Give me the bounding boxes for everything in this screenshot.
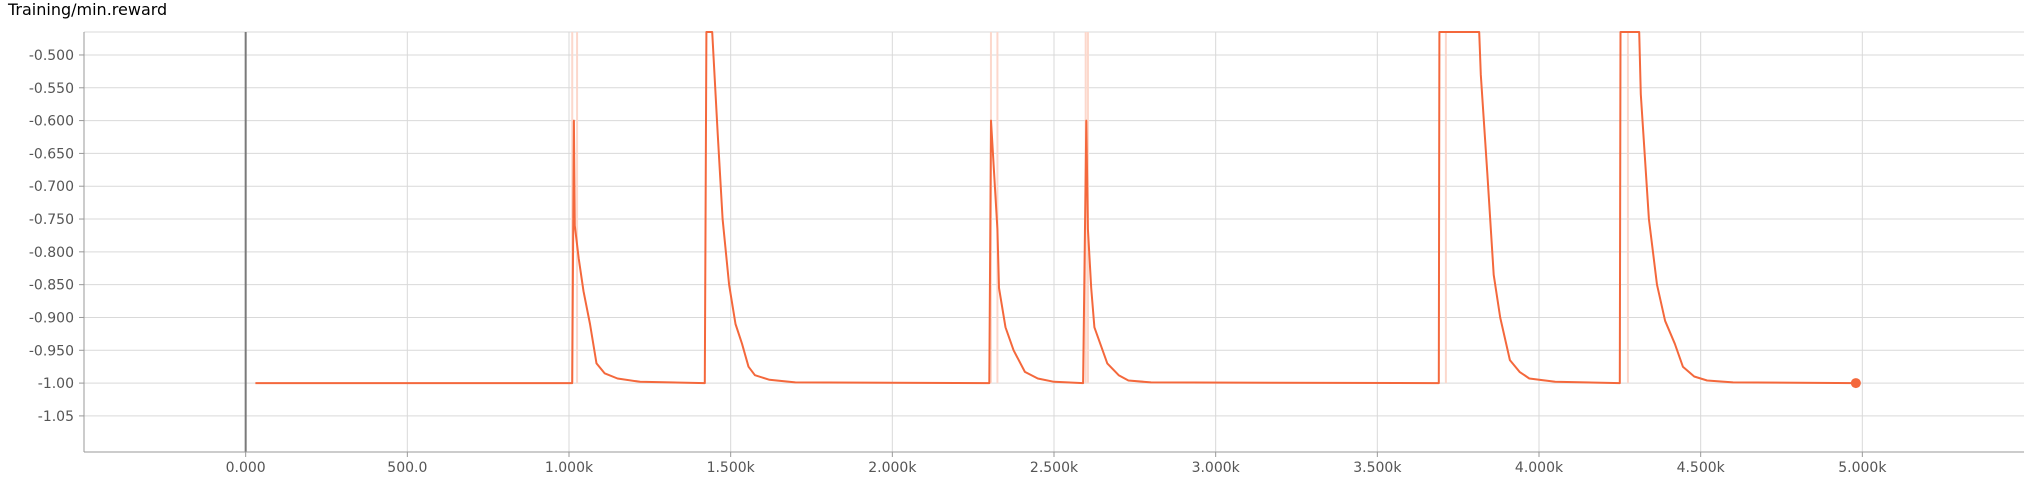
- y-tick-label: -0.850: [29, 278, 74, 294]
- y-tick-label: -0.750: [29, 212, 74, 228]
- y-tick-label: -0.700: [29, 179, 74, 195]
- x-tick-label: 3.500k: [1353, 460, 1402, 476]
- chart-title: Training/min.reward: [8, 0, 168, 19]
- x-tick-label: 2.500k: [1030, 460, 1079, 476]
- y-tick-label: -0.550: [29, 81, 74, 97]
- tick-label-layer: -0.500 -0.550 -0.600 -0.650 -0.700 -0.750 -0.8…: [29, 48, 1887, 476]
- y-tick-label: -0.950: [29, 343, 74, 359]
- y-tick-label: -0.600: [29, 114, 74, 130]
- y-tick-label: -0.900: [29, 310, 74, 326]
- x-tick-label: 3.000k: [1192, 460, 1241, 476]
- x-tick-label: 500.0: [387, 460, 427, 476]
- y-tick-label: -1.05: [38, 409, 74, 425]
- y-tick-label: -1.00: [38, 376, 74, 392]
- axis-layer: [79, 32, 2024, 457]
- y-tick-label: -0.650: [29, 146, 74, 162]
- x-tick-label: 4.500k: [1677, 460, 1726, 476]
- x-tick-label: 1.500k: [707, 460, 756, 476]
- series-line-layer: [255, 31, 1861, 389]
- last-point-marker: [1850, 378, 1861, 389]
- x-tick-label: 4.000k: [1515, 460, 1564, 476]
- y-tick-label: -0.800: [29, 245, 74, 261]
- y-tick-label: -0.500: [29, 48, 74, 64]
- x-tick-label: 5.000k: [1838, 460, 1887, 476]
- grid-layer: [84, 31, 2024, 452]
- x-tick-label: 2.000k: [868, 460, 917, 476]
- x-tick-label: 0.000: [226, 460, 266, 476]
- series-line: [255, 31, 1856, 385]
- x-tick-label: 1.000k: [545, 460, 594, 476]
